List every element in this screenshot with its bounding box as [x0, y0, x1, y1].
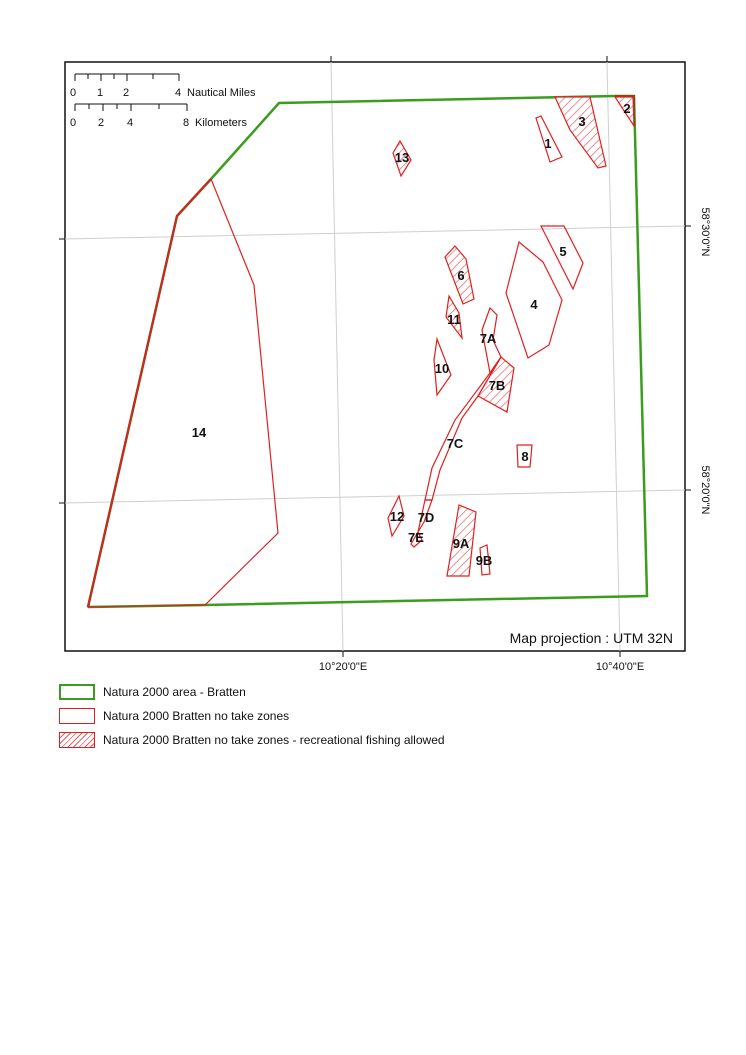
longitude-label: 10°20'0"E — [319, 661, 367, 673]
zone-8 — [516, 444, 533, 468]
longitude-label: 10°40'0"E — [596, 661, 644, 673]
zone-13 — [392, 139, 412, 178]
zone-label: 7D — [418, 510, 435, 525]
scalebar-km-unit: Kilometers — [195, 117, 247, 129]
zone-label: 7A — [480, 331, 497, 346]
legend-item-no-take-recreational: Natura 2000 Bratten no take zones - recr… — [59, 730, 445, 750]
zone-4 — [505, 240, 563, 359]
zone-label: 10 — [435, 361, 449, 376]
scalebar-km-tick: 2 — [98, 117, 104, 129]
zone-label: 12 — [390, 509, 404, 524]
zone-1 — [535, 115, 563, 163]
legend-item-no-take: Natura 2000 Bratten no take zones — [59, 706, 289, 726]
zone-label: 3 — [578, 114, 585, 129]
scalebar-nm-tick: 0 — [70, 87, 76, 99]
legend-label: Natura 2000 area - Bratten — [103, 685, 246, 699]
graticule-lon-1 — [330, 62, 344, 651]
graticule — [65, 62, 685, 651]
zone-label: 7B — [489, 378, 506, 393]
map-frame-border — [64, 61, 686, 652]
zone-6 — [444, 245, 475, 305]
latitude-label: 58°20'0"N — [699, 466, 711, 515]
zone-5 — [540, 225, 584, 291]
zone-label: 9A — [453, 536, 470, 551]
legend-label: Natura 2000 Bratten no take zones — [103, 709, 290, 723]
zone-label: 11 — [447, 312, 461, 327]
zone-label: 9B — [476, 553, 493, 568]
scalebar-nautical-miles: 0 1 2 4 Nautical Miles — [70, 73, 256, 99]
graticule-lon-2 — [606, 62, 621, 651]
zone-9b — [479, 544, 491, 576]
legend-swatch-green — [59, 684, 95, 700]
legend-swatch-red — [59, 708, 95, 724]
zone-7c — [424, 356, 502, 501]
zone-10 — [433, 336, 452, 397]
zone-9a — [446, 504, 477, 577]
graticule-lat-1 — [65, 225, 685, 240]
scalebar-km-tick: 8 — [183, 117, 189, 129]
scalebar-nm-unit: Nautical Miles — [187, 87, 256, 99]
legend-label: Natura 2000 Bratten no take zones - recr… — [103, 733, 445, 747]
zone-11 — [445, 294, 463, 341]
zone-2 — [613, 96, 635, 129]
scalebar-nm-tick: 4 — [175, 87, 181, 99]
zone-7d — [417, 499, 433, 533]
scalebar-nm-tick: 2 — [123, 87, 129, 99]
zone-label: 8 — [521, 449, 528, 464]
zone-7e — [410, 530, 423, 548]
scalebar-km-tick: 0 — [70, 117, 76, 129]
zone-label: 7C — [447, 436, 464, 451]
scalebar-km-tick: 4 — [127, 117, 133, 129]
latitude-label: 58°30'0"N — [699, 208, 711, 257]
zone-12 — [387, 494, 405, 538]
zone-label: 4 — [530, 297, 538, 312]
zone-label: 5 — [559, 244, 566, 259]
zone-3 — [554, 96, 607, 169]
zone-label: 13 — [395, 150, 409, 165]
scalebar-kilometers: 0 2 4 8 Kilometers — [70, 103, 247, 129]
projection-note: Map projection : UTM 32N — [510, 630, 673, 646]
graticule-lat-2 — [65, 489, 685, 504]
frame-ticks — [59, 56, 691, 657]
zone-label: 2 — [623, 101, 630, 116]
legend-item-natura-area: Natura 2000 area - Bratten — [59, 682, 246, 702]
scalebar-nm-tick: 1 — [97, 87, 103, 99]
zone-label: 14 — [192, 425, 207, 440]
zone-label: 6 — [457, 268, 464, 283]
zone-14 — [87, 177, 279, 608]
zone-label: 1 — [544, 136, 551, 151]
zone-label: 7E — [408, 530, 424, 545]
legend-swatch-hatched — [59, 732, 95, 748]
